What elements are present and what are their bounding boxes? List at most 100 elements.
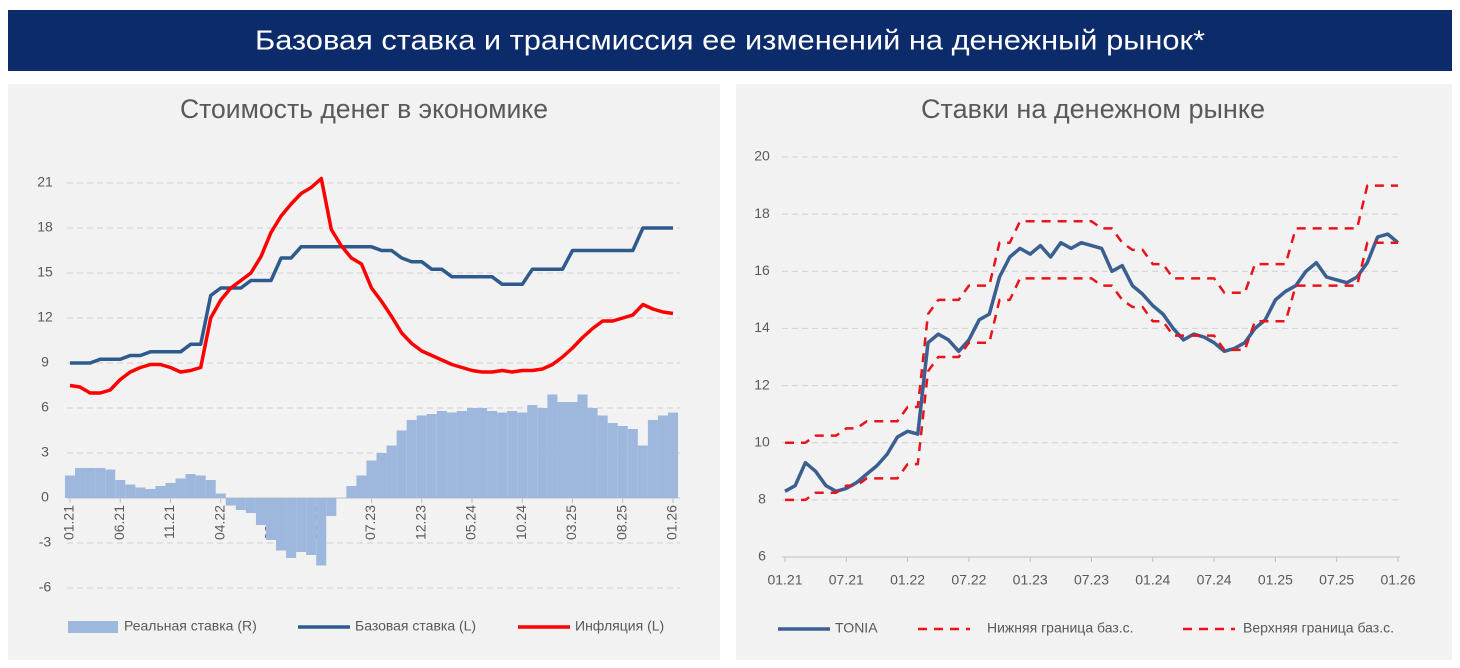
line [70, 226, 673, 365]
bar [456, 411, 467, 498]
y-tick-label: 18 [754, 205, 770, 221]
bar [657, 415, 668, 498]
bar [326, 498, 337, 516]
x-tick-label: 07.23 [1074, 572, 1109, 588]
x-tick-label: 07.21 [829, 572, 864, 588]
main-title: Базовая ставка и трансмиссия ее изменени… [255, 24, 1205, 55]
bar [366, 460, 377, 498]
y-tick-label: 20 [754, 148, 770, 164]
bar [276, 498, 287, 551]
x-tick-label: 01.26 [1380, 572, 1415, 588]
bar [75, 468, 86, 498]
x-tick-label: 12.23 [412, 505, 428, 540]
bar [607, 423, 618, 498]
x-tick-label: 07.23 [362, 505, 378, 540]
bar [597, 415, 608, 498]
bar [527, 405, 538, 498]
bar [205, 480, 216, 498]
y-tick-label: 18 [37, 219, 53, 235]
legend-swatch [68, 621, 118, 633]
y-tick-label: 12 [37, 309, 53, 325]
y-tick-label: 10 [754, 433, 770, 449]
bar [627, 429, 638, 498]
line [785, 241, 1398, 502]
bar [95, 468, 106, 498]
bar [487, 411, 498, 498]
bar [105, 469, 116, 498]
line [785, 184, 1398, 444]
legend-label: Реальная ставка (R) [124, 618, 257, 634]
bar [306, 498, 317, 555]
bar [517, 412, 528, 498]
x-tick-label: 01.21 [767, 572, 802, 588]
line [69, 176, 674, 395]
y-tick-label: 16 [754, 262, 770, 278]
bar [255, 498, 266, 525]
bar [426, 414, 437, 498]
x-tick-label: 08.25 [613, 505, 629, 540]
panel [736, 84, 1452, 660]
bar [386, 445, 397, 498]
legend-label: Верхняя граница баз.с. [1243, 620, 1394, 636]
bar [125, 484, 136, 498]
bar [557, 402, 568, 498]
panel [8, 84, 720, 660]
bar [396, 430, 407, 498]
bar [316, 498, 327, 566]
bar [547, 394, 558, 498]
y-tick-label: -6 [39, 579, 52, 595]
y-tick-label: 14 [754, 319, 770, 335]
legend-label: Базовая ставка (L) [355, 618, 476, 634]
bar [446, 412, 457, 498]
legend-label: Инфляция (L) [575, 618, 664, 634]
bar [617, 426, 628, 498]
x-tick-label: 01.21 [61, 505, 77, 540]
bar [225, 498, 236, 506]
x-tick-label: 07.24 [1197, 572, 1232, 588]
x-tick-label: 01.23 [1013, 572, 1048, 588]
y-tick-label: 21 [37, 174, 53, 190]
bar [195, 475, 206, 498]
x-tick-label: 04.22 [211, 505, 227, 540]
x-tick-label: 07.25 [1319, 572, 1354, 588]
x-tick-label: 01.25 [1258, 572, 1293, 588]
bar [135, 487, 146, 498]
bar [64, 475, 76, 498]
bar [667, 412, 679, 498]
bar [346, 486, 357, 498]
y-tick-label: 0 [41, 489, 49, 505]
legend-label: Нижняя граница баз.с. [987, 620, 1134, 636]
bar [245, 498, 256, 513]
x-tick-label: 07.22 [951, 572, 986, 588]
bar [477, 408, 488, 498]
y-tick-label: 6 [758, 548, 766, 564]
bar [235, 498, 246, 510]
x-tick-label: 01.24 [1135, 572, 1170, 588]
bar [647, 420, 658, 498]
bar [376, 453, 387, 498]
chart-title: Стоимость денег в экономике [180, 94, 548, 124]
x-tick-label: 03.25 [563, 505, 579, 540]
bar [265, 498, 277, 540]
bar [115, 480, 126, 498]
bar [406, 420, 417, 498]
bar [416, 415, 427, 498]
y-tick-label: 15 [37, 264, 53, 280]
title-bar [8, 10, 1452, 71]
y-tick-label: 9 [41, 354, 49, 370]
bar [466, 408, 478, 498]
bar [165, 483, 176, 498]
y-tick-label: 3 [41, 444, 49, 460]
bar [497, 412, 508, 498]
x-tick-label: 01.26 [664, 505, 680, 540]
line [784, 232, 1400, 494]
bar [215, 493, 226, 498]
bar [507, 411, 518, 498]
legend-label: TONIA [835, 620, 878, 636]
bar [155, 486, 166, 498]
bar [286, 498, 297, 558]
y-tick-label: 6 [41, 399, 49, 415]
chart-title: Ставки на денежном рынке [921, 94, 1265, 124]
x-tick-label: 01.22 [890, 572, 925, 588]
